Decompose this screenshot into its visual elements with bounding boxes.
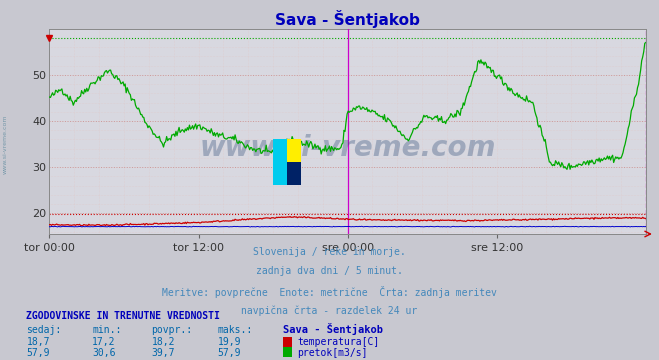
Text: 17,2: 17,2 xyxy=(92,337,116,347)
Text: navpična črta - razdelek 24 ur: navpična črta - razdelek 24 ur xyxy=(241,306,418,316)
Title: Sava - Šentjakob: Sava - Šentjakob xyxy=(275,10,420,28)
Text: min.:: min.: xyxy=(92,325,122,335)
Text: 30,6: 30,6 xyxy=(92,348,116,358)
Text: 39,7: 39,7 xyxy=(152,348,175,358)
Text: maks.:: maks.: xyxy=(217,325,252,335)
Bar xyxy=(273,139,287,185)
Text: temperatura[C]: temperatura[C] xyxy=(297,337,380,347)
Text: 18,2: 18,2 xyxy=(152,337,175,347)
Text: 18,7: 18,7 xyxy=(26,337,50,347)
Text: www.si-vreme.com: www.si-vreme.com xyxy=(3,114,8,174)
Text: Meritve: povprečne  Enote: metrične  Črta: zadnja meritev: Meritve: povprečne Enote: metrične Črta:… xyxy=(162,286,497,298)
Text: 57,9: 57,9 xyxy=(26,348,50,358)
Text: www.si-vreme.com: www.si-vreme.com xyxy=(200,134,496,162)
Text: ZGODOVINSKE IN TRENUTNE VREDNOSTI: ZGODOVINSKE IN TRENUTNE VREDNOSTI xyxy=(26,311,220,321)
Bar xyxy=(287,139,301,185)
Text: 19,9: 19,9 xyxy=(217,337,241,347)
Text: sedaj:: sedaj: xyxy=(26,325,61,335)
Text: pretok[m3/s]: pretok[m3/s] xyxy=(297,348,368,358)
Text: Slovenija / reke in morje.: Slovenija / reke in morje. xyxy=(253,247,406,257)
Text: 57,9: 57,9 xyxy=(217,348,241,358)
Text: Sava - Šentjakob: Sava - Šentjakob xyxy=(283,323,384,335)
Text: povpr.:: povpr.: xyxy=(152,325,192,335)
Bar xyxy=(287,139,301,162)
Text: zadnja dva dni / 5 minut.: zadnja dva dni / 5 minut. xyxy=(256,266,403,276)
